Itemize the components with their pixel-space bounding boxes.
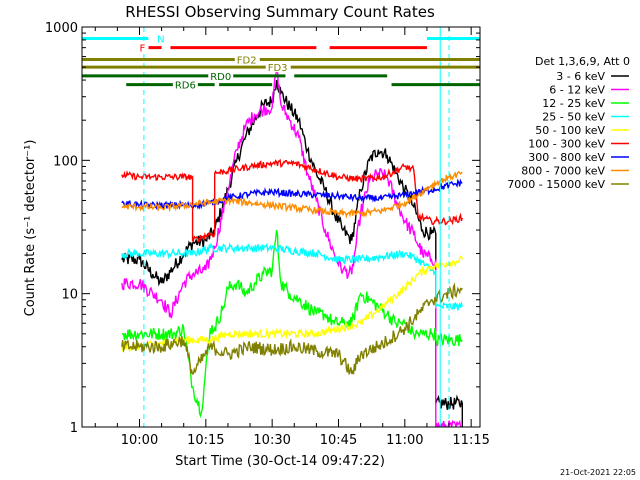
legend-label-5: 100 - 300 keV	[528, 138, 605, 151]
x-tick-label-4: 11:00	[386, 433, 423, 448]
x-tick-label-0: 10:00	[121, 433, 158, 448]
series-layer	[121, 66, 463, 427]
indicator-label-bg-5	[172, 78, 198, 90]
legend-label-6: 300 - 800 keV	[528, 151, 605, 164]
x-tick-label-3: 10:45	[320, 433, 357, 448]
indicator-bars: N F FD2 FD3 RD0 RD6	[82, 32, 480, 92]
series-line-7	[121, 170, 463, 219]
indicator-label-fd2: FD2	[237, 56, 257, 67]
y-tick-label-0: 1	[70, 421, 78, 436]
indicator-label-bg-4	[208, 69, 234, 81]
y-tick-label-1: 10	[61, 288, 78, 303]
series-line-5	[121, 158, 463, 243]
legend-label-1: 6 - 12 keV	[549, 84, 605, 97]
legend-label-0: 3 - 6 keV	[556, 70, 605, 83]
indicator-label-n: N	[157, 34, 164, 45]
x-tick-label-1: 10:15	[187, 433, 224, 448]
indicator-label-bg-0	[155, 32, 167, 44]
series-line-0	[121, 80, 463, 427]
markers-layer	[143, 27, 450, 427]
x-axis-label: Start Time (30-Oct-14 09:47:22)	[175, 454, 385, 469]
legend-label-7: 800 - 7000 keV	[521, 165, 605, 178]
legend-label-4: 50 - 100 keV	[535, 124, 605, 137]
chart-title: RHESSI Observing Summary Count Rates	[125, 3, 435, 21]
legend-label-2: 12 - 25 keV	[542, 97, 605, 110]
x-axis: 10:00 10:15 10:30 10:45 11:00 11:15	[94, 27, 490, 448]
x-tick-label-2: 10:30	[253, 433, 290, 448]
indicator-label-bg-2	[234, 53, 260, 65]
plot-area: N F FD2 FD3 RD0 RD6 10:00 10:15 10:30 10:45 11:00…	[45, 21, 490, 448]
y-tick-label-3: 1000	[45, 21, 78, 36]
y-tick-label-2: 100	[53, 154, 78, 169]
indicator-label-fd3: FD3	[268, 63, 288, 74]
series-line-8	[121, 282, 463, 375]
indicator-label-f: F	[139, 44, 145, 55]
plot-frame	[81, 26, 481, 428]
indicator-label-rd6: RD6	[175, 81, 196, 92]
legend-header: Det 1,3,6,9, Att 0	[535, 55, 630, 68]
legend-label-8: 7000 - 15000 keV	[507, 178, 605, 191]
series-line-1	[121, 66, 463, 427]
indicator-label-bg-1	[137, 41, 149, 53]
indicator-label-rd0: RD0	[210, 72, 231, 83]
footer-timestamp: 21-Oct-2021 22:05	[560, 468, 636, 477]
y-axis: 1 10 100 1000	[45, 21, 480, 436]
legend-label-3: 25 - 50 keV	[542, 111, 605, 124]
y-axis-label: Count Rate (s⁻¹ detector⁻¹)	[23, 140, 38, 317]
x-tick-label-5: 11:15	[452, 433, 489, 448]
series-line-3	[121, 242, 463, 311]
indicator-label-bg-3	[265, 61, 291, 73]
